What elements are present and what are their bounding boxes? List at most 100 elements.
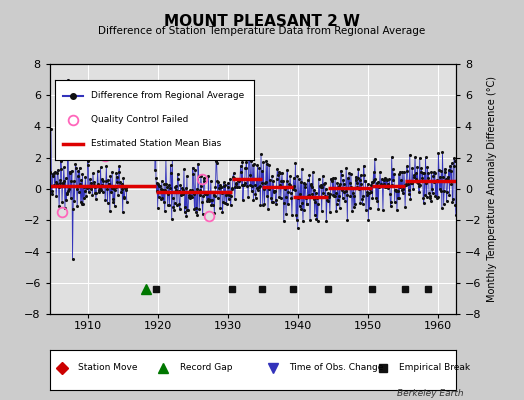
Point: [320, 180, 329, 186]
Point: [59, 180, 68, 186]
Point: [86, 176, 94, 182]
Point: [155, 183, 163, 189]
Point: [215, 182, 224, 188]
Point: [251, 190, 259, 197]
Point: [152, 188, 161, 195]
Point: [392, 188, 400, 194]
Point: [255, 184, 263, 191]
Point: [246, 171, 254, 178]
Point: [346, 193, 354, 200]
Point: [312, 216, 321, 222]
Point: [448, 199, 456, 206]
Point: [71, 160, 80, 167]
Point: [250, 182, 259, 188]
Point: [311, 212, 319, 218]
Point: [423, 164, 431, 171]
Point: [349, 185, 357, 191]
Point: [310, 187, 318, 193]
Point: [75, 164, 84, 171]
Point: [106, 173, 115, 179]
Point: [276, 182, 285, 188]
Point: [61, 175, 70, 182]
Point: [271, 188, 279, 194]
Point: [154, 204, 162, 211]
Point: [358, 200, 367, 207]
Point: [413, 164, 422, 170]
Point: [183, 172, 191, 179]
Point: [192, 209, 200, 215]
Point: [241, 164, 249, 171]
Point: [67, 178, 75, 184]
Point: [99, 189, 107, 196]
Point: [402, 163, 411, 170]
Point: [348, 208, 356, 214]
Y-axis label: Monthly Temperature Anomaly Difference (°C): Monthly Temperature Anomaly Difference (…: [487, 76, 497, 302]
Point: [203, 191, 212, 197]
Point: [335, 205, 344, 212]
Point: [304, 192, 313, 198]
Point: [285, 181, 293, 187]
Point: [201, 190, 210, 196]
Point: [91, 184, 100, 190]
Point: [390, 171, 398, 177]
Point: [56, 176, 64, 183]
Point: [343, 192, 351, 198]
Point: [304, 193, 312, 199]
Point: [300, 207, 308, 213]
Point: [121, 194, 129, 200]
Point: [441, 169, 450, 176]
Point: [157, 196, 166, 202]
Point: [196, 172, 205, 179]
Point: [79, 201, 87, 208]
Text: Empirical Break: Empirical Break: [399, 364, 470, 372]
Point: [94, 181, 102, 187]
Point: [405, 191, 413, 197]
Point: [375, 183, 384, 190]
Point: [216, 205, 224, 211]
Point: [258, 202, 267, 208]
Point: [204, 196, 212, 202]
Point: [365, 190, 373, 196]
Point: [240, 182, 248, 188]
Point: [447, 181, 455, 188]
Point: [385, 176, 394, 183]
Point: [49, 173, 58, 179]
Point: [47, 126, 55, 133]
Point: [216, 184, 225, 190]
Point: [299, 218, 307, 224]
Point: [250, 161, 258, 168]
Point: [313, 195, 321, 201]
Point: [113, 174, 122, 180]
Point: [317, 184, 325, 190]
Point: [49, 170, 57, 177]
Point: [446, 168, 455, 174]
Point: [103, 200, 112, 206]
Point: [334, 197, 342, 203]
Point: [269, 178, 277, 184]
Point: [444, 177, 453, 184]
Point: [188, 187, 196, 194]
Point: [316, 182, 324, 189]
Point: [427, 169, 435, 175]
Text: Station Move: Station Move: [78, 364, 138, 372]
Point: [87, 186, 95, 192]
Point: [54, 167, 62, 173]
Point: [61, 205, 69, 211]
Point: [385, 183, 393, 189]
Point: [217, 190, 226, 196]
Point: [103, 186, 111, 193]
Point: [169, 195, 177, 201]
Point: [442, 197, 451, 204]
Point: [193, 212, 202, 218]
Point: [361, 178, 369, 184]
Point: [57, 165, 66, 172]
Point: [58, 180, 67, 186]
Point: [281, 194, 290, 200]
Point: [70, 178, 78, 184]
Point: [193, 185, 201, 192]
Point: [77, 177, 85, 183]
Point: [157, 186, 165, 192]
Point: [315, 194, 323, 201]
Point: [234, 176, 243, 183]
Point: [242, 164, 250, 171]
